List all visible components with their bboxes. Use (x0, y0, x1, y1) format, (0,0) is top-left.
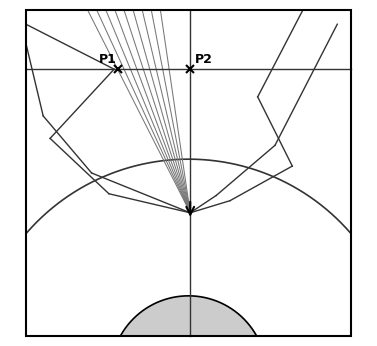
Text: P1: P1 (98, 53, 116, 66)
Text: P2: P2 (195, 53, 212, 66)
